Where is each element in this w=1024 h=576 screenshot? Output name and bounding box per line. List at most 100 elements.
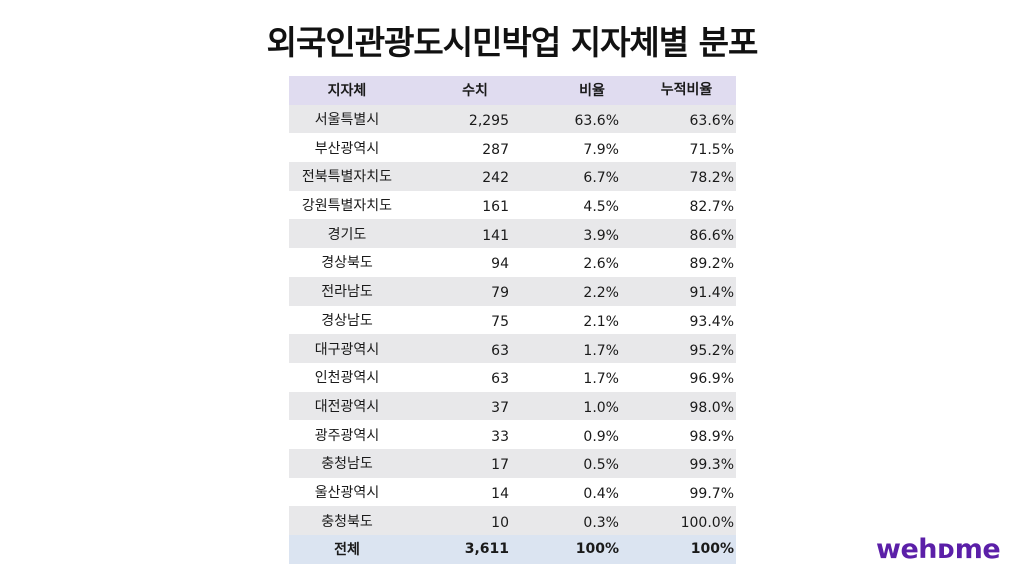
cell-cumulative: 99.7% (627, 477, 736, 507)
cell-region-text: 충청남도 (321, 456, 373, 473)
cell-cumulative-text: 91.4% (689, 285, 734, 302)
cell-region-text: 강원특별자치도 (301, 198, 393, 215)
cell-ratio-text: 63.6% (574, 113, 619, 130)
table-row: 부산광역시 287 7.9% 71.5% (289, 133, 736, 163)
table-row: 대전광역시 37 1.0% 98.0% (289, 391, 736, 421)
cell-region: 인천광역시 (289, 362, 405, 392)
cell-count: 63 (405, 334, 517, 363)
cell-ratio: 2.6% (517, 248, 627, 277)
cell-ratio: 6.7% (517, 162, 627, 191)
cell-ratio-text: 4.5% (583, 199, 619, 216)
table-row: 광주광역시 33 0.9% 98.9% (289, 420, 736, 449)
header-region: 지자체 (289, 76, 405, 105)
cell-ratio: 0.4% (517, 477, 627, 507)
header-count: 수치 (405, 76, 517, 105)
region-distribution-table: 지자체 수치 비율 누적비율 서울특별시 2,295 63.6% 63.6% 부산광역시… (289, 76, 736, 564)
cell-ratio: 0.5% (517, 448, 627, 478)
cell-count-text: 63 (491, 371, 509, 388)
table-row: 전라남도 79 2.2% 91.4% (289, 276, 736, 306)
table-row: 강원특별자치도 161 4.5% 82.7% (289, 190, 736, 220)
cell-count: 2,295 (405, 104, 517, 134)
cell-count-text: 2,295 (468, 113, 509, 130)
cell-cumulative-text: 86.6% (689, 227, 734, 244)
cell-ratio: 1.7% (517, 334, 627, 363)
cell-count-text: 79 (491, 285, 509, 302)
cell-region-text: 광주광역시 (314, 427, 380, 444)
cell-ratio-text: 7.9% (583, 141, 619, 158)
cell-count: 79 (405, 276, 517, 306)
cell-count: 242 (405, 162, 517, 191)
cell-cumulative-text: 78.2% (689, 170, 734, 187)
cell-ratio: 2.1% (517, 305, 627, 335)
cell-region: 부산광역시 (289, 133, 405, 163)
cell-cumulative: 82.7% (627, 190, 736, 220)
cell-region: 대전광역시 (289, 391, 405, 421)
cell-cumulative: 98.9% (627, 420, 736, 449)
cell-cumulative-text: 96.9% (689, 371, 734, 388)
cell-count: 37 (405, 391, 517, 421)
cell-region: 전라남도 (289, 276, 405, 306)
cell-count: 161 (405, 190, 517, 220)
cell-count-text: 242 (482, 170, 509, 187)
cell-count-text: 94 (491, 256, 509, 273)
cell-region-text: 대구광역시 (314, 341, 380, 358)
cell-count-text: 63 (491, 342, 509, 359)
cell-region-text: 경상북도 (321, 255, 373, 272)
cell-region-text: 경기도 (327, 226, 367, 243)
cell-cumulative: 95.2% (627, 334, 736, 363)
cell-count: 17 (405, 448, 517, 478)
cell-cumulative-text: 71.5% (689, 141, 734, 158)
cell-count: 75 (405, 305, 517, 335)
table-row: 경상남도 75 2.1% 93.4% (289, 305, 736, 335)
wehome-logo: wehᴅme (876, 534, 1001, 565)
cell-ratio: 3.9% (517, 219, 627, 249)
cell-region-text: 전라남도 (321, 284, 373, 301)
cell-cumulative-text: 95.2% (689, 342, 734, 359)
cell-region: 충청북도 (289, 506, 405, 535)
cell-count-text: 75 (491, 313, 509, 330)
cell-ratio-text: 0.9% (583, 428, 619, 445)
cell-ratio-text: 2.2% (583, 285, 619, 302)
cell-ratio-text: 1.7% (583, 342, 619, 359)
cell-cumulative: 91.4% (627, 276, 736, 306)
cell-region: 서울특별시 (289, 104, 405, 134)
cell-cumulative: 93.4% (627, 305, 736, 335)
cell-count-text: 14 (491, 485, 509, 502)
cell-ratio: 0.9% (517, 420, 627, 449)
cell-cumulative: 89.2% (627, 248, 736, 277)
cell-count-text: 17 (491, 457, 509, 474)
table-row: 대구광역시 63 1.7% 95.2% (289, 334, 736, 363)
cell-count-text: 141 (482, 227, 509, 244)
cell-cumulative-text: 98.0% (689, 399, 734, 416)
cell-cumulative-text: 100.0% (680, 514, 734, 531)
cell-region-text: 인천광역시 (314, 370, 380, 387)
cell-cumulative-text: 93.4% (689, 313, 734, 330)
cell-count: 141 (405, 219, 517, 249)
cell-cumulative-text: 89.2% (689, 256, 734, 273)
cell-region-text: 대전광역시 (314, 398, 380, 415)
cell-cumulative: 100.0% (627, 506, 736, 535)
slide-title: 외국인관광도시민박업 지자체별 분포 (266, 23, 759, 62)
cell-region-text: 서울특별시 (314, 112, 380, 129)
cell-count-text: 287 (482, 141, 509, 158)
cell-region: 충청남도 (289, 448, 405, 478)
cell-ratio: 4.5% (517, 190, 627, 220)
total-ratio: 100% (517, 535, 627, 564)
cell-region: 대구광역시 (289, 334, 405, 363)
total-row: 전체 3,611 100% 100% (289, 535, 736, 564)
table-row: 경기도 141 3.9% 86.6% (289, 219, 736, 249)
cell-ratio: 7.9% (517, 133, 627, 163)
cell-count: 10 (405, 506, 517, 535)
cell-region: 광주광역시 (289, 420, 405, 449)
cell-count-text: 37 (491, 399, 509, 416)
table-row: 울산광역시 14 0.4% 99.7% (289, 477, 736, 507)
total-region: 전체 (289, 535, 405, 564)
cell-ratio: 1.0% (517, 391, 627, 421)
cell-ratio: 0.3% (517, 506, 627, 535)
table-row: 서울특별시 2,295 63.6% 63.6% (289, 104, 736, 134)
cell-cumulative-text: 99.7% (689, 485, 734, 502)
table-row: 충청남도 17 0.5% 99.3% (289, 448, 736, 478)
cell-cumulative-text: 82.7% (689, 199, 734, 216)
cell-count-text: 161 (482, 199, 509, 216)
cell-cumulative: 99.3% (627, 448, 736, 478)
